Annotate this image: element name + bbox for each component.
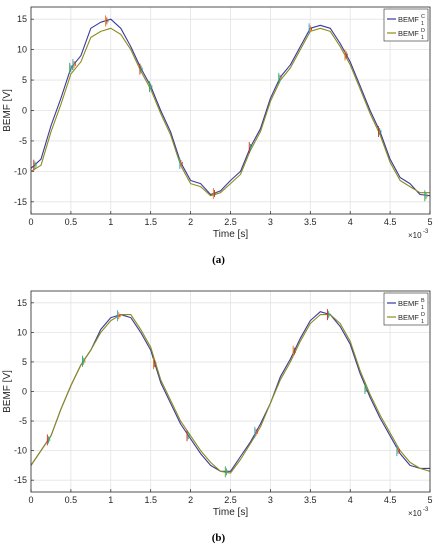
x-tick-label: 5 — [427, 217, 432, 227]
y-tick-label: 15 — [17, 14, 27, 24]
x-tick-label: 0 — [28, 495, 33, 505]
x-tick-label: 4 — [348, 495, 353, 505]
caption-a: (a) — [212, 254, 225, 266]
series-line-2 — [30, 314, 431, 474]
y-tick-label: 15 — [17, 298, 27, 308]
y-tick-label: -5 — [19, 136, 27, 146]
y-tick-label: 5 — [22, 75, 27, 85]
legend-entry-name: BEMF — [398, 29, 419, 38]
legend-entry-sub: 1 — [421, 305, 424, 311]
legend-entry-name: BEMF — [398, 299, 419, 308]
legend-entry-sup: D — [421, 28, 425, 34]
series-line-1 — [30, 311, 430, 472]
x-tick-label: 1.5 — [144, 217, 157, 227]
y-tick-label: -10 — [14, 166, 27, 176]
x-tick-label: 3 — [268, 217, 273, 227]
x-exponent-power: -3 — [423, 507, 429, 513]
x-tick-label: 0.5 — [65, 495, 78, 505]
x-tick-label: 3.5 — [304, 495, 317, 505]
legend-entry-sub: 1 — [421, 319, 424, 325]
legend-box — [383, 8, 429, 42]
legend-entry-sub: 1 — [421, 35, 424, 41]
x-tick-label: 2.5 — [224, 217, 237, 227]
y-axis-label: BEMF [V] — [2, 370, 13, 413]
legend-entry-name: BEMF — [398, 313, 419, 322]
y-tick-label: 0 — [22, 106, 27, 116]
series-line-2 — [30, 27, 430, 197]
x-tick-label: 1.5 — [144, 495, 157, 505]
x-axis-label: Time [s] — [213, 507, 248, 518]
x-tick-label: 3.5 — [304, 217, 317, 227]
legend-entry-sup: B — [421, 298, 425, 304]
x-axis-label: Time [s] — [213, 229, 248, 240]
x-tick-label: 0.5 — [65, 217, 78, 227]
y-tick-label: 0 — [22, 387, 27, 397]
chart-panel-a: 0 0.5 1 1.5 2 2.5 3 3.5 4 4.5 5 15 10 5 0 -5 -10 -15 Time … — [2, 6, 433, 240]
legend-entry-sub: 1 — [421, 21, 424, 27]
x-tick-label: 2.5 — [224, 495, 237, 505]
y-tick-label: -15 — [14, 197, 27, 207]
legend-entry-sup: C — [421, 14, 425, 20]
x-tick-label: 5 — [427, 495, 432, 505]
x-tick-label: 3 — [268, 495, 273, 505]
legend-entry-name: BEMF — [398, 15, 419, 24]
y-tick-label: -10 — [14, 446, 27, 456]
y-axis-label: BEMF [V] — [2, 89, 13, 132]
x-exponent-label: ×10 — [408, 231, 422, 240]
y-tick-label: -5 — [19, 416, 27, 426]
legend-entry-sup: D — [421, 312, 425, 318]
y-tick-label: 10 — [17, 45, 27, 55]
x-exponent-power: -3 — [423, 229, 429, 235]
x-tick-label: 2 — [188, 495, 193, 505]
x-tick-label: 2 — [188, 217, 193, 227]
x-tick-label: 1 — [108, 495, 113, 505]
caption-b: (b) — [211, 532, 226, 544]
y-tick-label: 10 — [17, 327, 27, 337]
x-tick-label: 4.5 — [384, 495, 397, 505]
axes-box — [30, 6, 431, 215]
x-exponent-label: ×10 — [408, 509, 422, 518]
chart-panel-b: 0 0.5 1 1.5 2 2.5 3 3.5 4 4.5 5 15 10 5 0 -5 -10 -15 Time … — [2, 290, 433, 518]
x-tick-label: 1 — [108, 217, 113, 227]
x-tick-label: 4.5 — [384, 217, 397, 227]
series-line-1 — [30, 18, 431, 197]
legend-box — [383, 292, 429, 326]
x-tick-label: 0 — [28, 217, 33, 227]
y-tick-label: -15 — [14, 475, 27, 485]
y-tick-label: 5 — [22, 357, 27, 367]
axes-box — [30, 290, 431, 493]
x-tick-label: 4 — [348, 217, 353, 227]
